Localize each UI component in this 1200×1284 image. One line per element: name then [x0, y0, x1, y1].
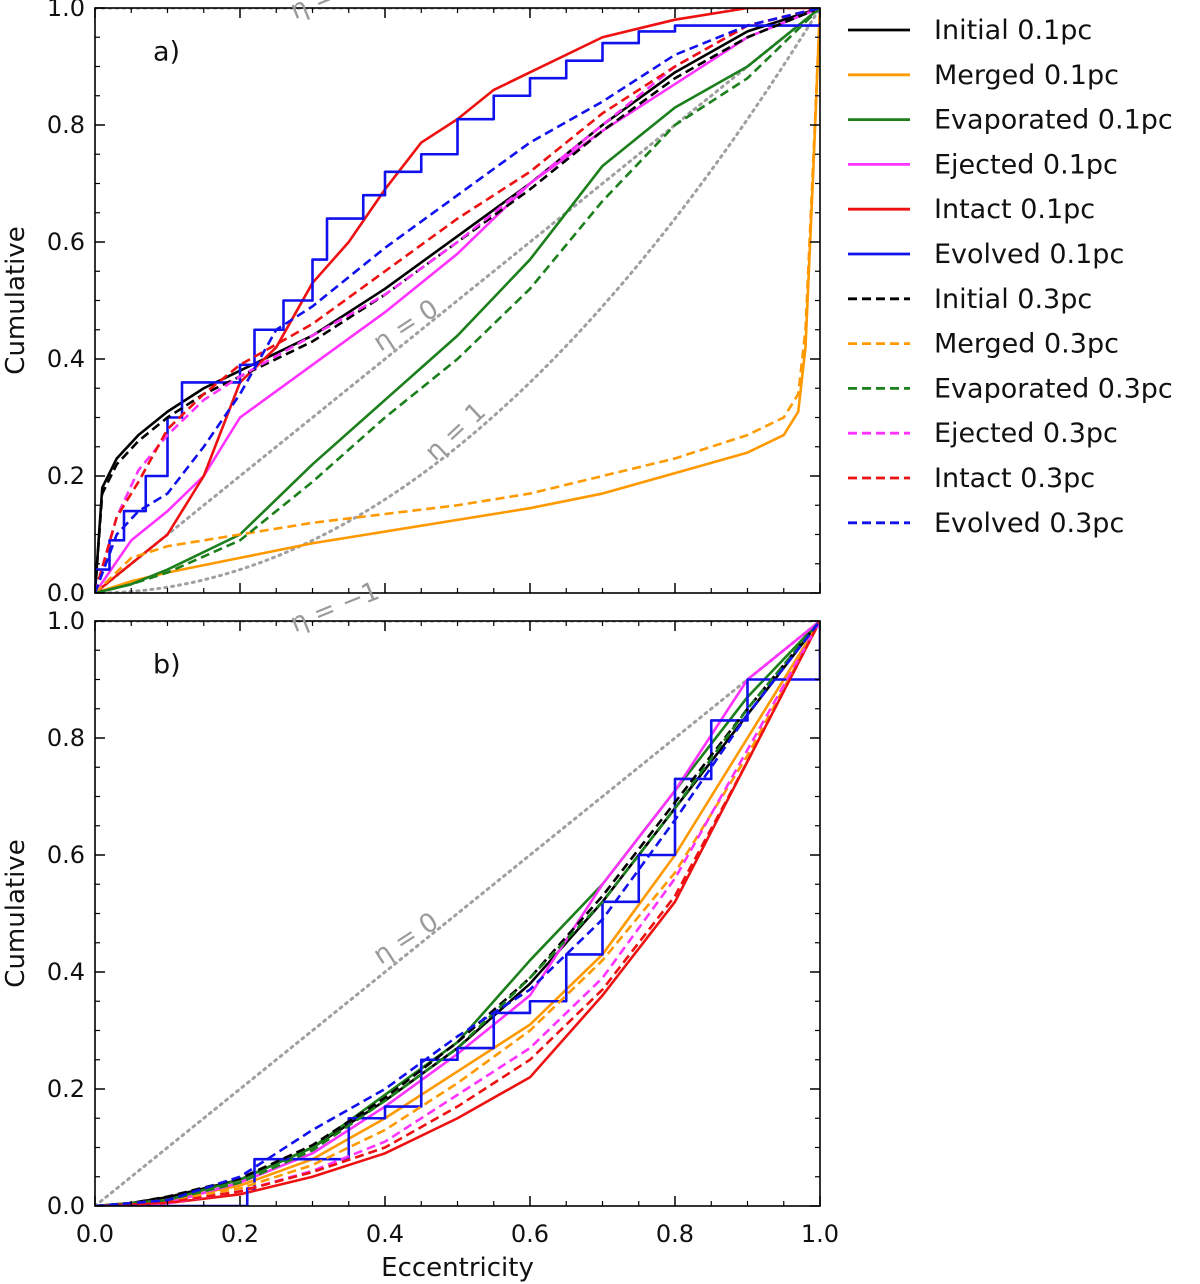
- panel-b-label: b): [153, 650, 181, 681]
- legend-label-1: Merged 0.1pc: [934, 60, 1119, 91]
- panel-a-series-ejected-0-1pc: [95, 8, 820, 593]
- panel-b-xtick-label: 0.4: [366, 1220, 404, 1248]
- legend-label-3: Ejected 0.1pc: [934, 149, 1118, 180]
- panel-b-ytick-label: 0.0: [47, 1192, 85, 1220]
- panel-b-xtick-label: 0.8: [656, 1220, 694, 1248]
- panel-a-reference-eta-2: [95, 8, 820, 593]
- panel-b-annotation-eta-0: η = −1: [286, 576, 384, 639]
- panel-a-label: a): [153, 37, 180, 68]
- panel-b-plot-area: [95, 621, 820, 1206]
- panel-a-series-evolved-0-3pc: [95, 8, 820, 593]
- panel-b-ytick-label: 1.0: [47, 607, 85, 635]
- panel-a-series-evolved-0-1pc: [95, 8, 820, 593]
- panel-a-ytick-label: 0.8: [47, 111, 85, 139]
- panel-a-ytick-label: 0.0: [47, 579, 85, 607]
- panel-b-xtick-label: 0.2: [221, 1220, 259, 1248]
- panel-a-plot-area: [95, 8, 820, 593]
- panel-a-annotation-eta-2: η = 1: [419, 397, 492, 468]
- panel-b-ytick-label: 0.2: [47, 1075, 85, 1103]
- panel-b-series-evolved-0-3pc: [95, 621, 820, 1206]
- legend-label-6: Initial 0.3pc: [934, 284, 1092, 315]
- panel-a-series-merged-0-3pc: [95, 8, 820, 593]
- panel-a-series-evaporated-0-3pc: [95, 8, 820, 593]
- panel-a-ytick-label: 1.0: [47, 0, 85, 22]
- panel-b-ytick-label: 0.8: [47, 724, 85, 752]
- panel-b-xtick-label: 0.0: [76, 1220, 114, 1248]
- panel-a-ytick-label: 0.2: [47, 462, 85, 490]
- panel-b-series-intact-0-3pc: [95, 621, 820, 1206]
- legend-label-4: Intact 0.1pc: [934, 194, 1095, 225]
- panel-a-series-intact-0-3pc: [95, 8, 820, 593]
- panel-a-series-merged-0-1pc: [95, 8, 820, 593]
- legend-label-0: Initial 0.1pc: [934, 15, 1092, 46]
- panel-b-xtick-label: 1.0: [801, 1220, 839, 1248]
- panel-b-annotation-eta-1: η = 0: [368, 907, 444, 971]
- panel-b-series-evolved-0-1pc: [95, 621, 820, 1206]
- legend-label-10: Intact 0.3pc: [934, 463, 1095, 494]
- panel-a-ytick-label: 0.4: [47, 345, 85, 373]
- panel-a-annotation-eta-1: η = 0: [368, 294, 444, 358]
- legend-label-9: Ejected 0.3pc: [934, 418, 1118, 449]
- panel-b-ylabel: Cumulative: [1, 839, 31, 987]
- legend-label-2: Evaporated 0.1pc: [934, 105, 1173, 136]
- panel-a-series-initial-0-3pc: [95, 8, 820, 593]
- panel-b-series-evaporated-0-1pc: [95, 621, 820, 1206]
- panel-b: 0.0 0.2 0.4 0.6 0.8 1.00.00.20.40.60.81.0Cumu…: [1, 576, 839, 1283]
- legend-label-11: Evolved 0.3pc: [934, 508, 1124, 539]
- panel-a: 0.0 0.2 0.4 0.6 0.8 1.0 Cumulative a) η = −1 η = …: [1, 0, 821, 607]
- panel-b-ytick-label: 0.4: [47, 958, 85, 986]
- panel-a-ylabel: Cumulative: [1, 226, 31, 374]
- panel-b-series-intact-0-1pc: [95, 621, 820, 1206]
- panel-a-reference-eta-1: [95, 8, 820, 593]
- panel-b-reference-eta-1: [95, 621, 820, 1206]
- legend-label-8: Evaporated 0.3pc: [934, 373, 1173, 404]
- panel-a-ytick-label: 0.6: [47, 228, 85, 256]
- panel-b-xtick-label: 0.6: [511, 1220, 549, 1248]
- panel-a-series-ejected-0-3pc: [95, 8, 820, 593]
- panel-b-ytick-label: 0.6: [47, 841, 85, 869]
- legend-label-5: Evolved 0.1pc: [934, 239, 1124, 270]
- panel-b-series-initial-0-3pc: [95, 621, 820, 1206]
- panel-b-series-ejected-0-3pc: [95, 621, 820, 1206]
- legend: Initial 0.1pc Merged 0.1pc Evaporated 0.1p…: [848, 15, 1173, 539]
- panel-a-annotation-eta-0: η = −1: [286, 0, 384, 26]
- panel-b-xlabel: Eccentricity: [381, 1253, 534, 1283]
- panel-a-series-evaporated-0-1pc: [95, 8, 820, 593]
- legend-label-7: Merged 0.3pc: [934, 329, 1119, 360]
